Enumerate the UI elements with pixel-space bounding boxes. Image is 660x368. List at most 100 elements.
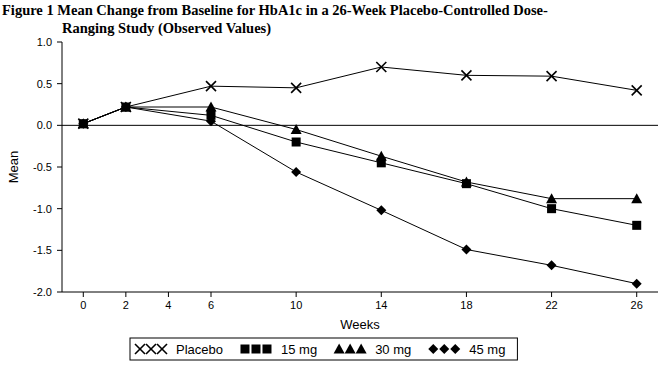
marker bbox=[461, 177, 472, 187]
legend-box bbox=[130, 338, 517, 360]
marker bbox=[79, 119, 88, 128]
marker bbox=[206, 102, 217, 112]
x-tick-label: 26 bbox=[631, 299, 643, 311]
y-tick-label: 0.0 bbox=[37, 119, 52, 131]
marker-stroke bbox=[206, 81, 216, 91]
legend-marker bbox=[262, 345, 271, 354]
legend-marker bbox=[356, 344, 367, 354]
marker-stroke bbox=[376, 62, 386, 72]
marker-stroke bbox=[157, 344, 167, 354]
x-tick bbox=[125, 292, 126, 297]
marker-stroke bbox=[157, 344, 167, 354]
marker bbox=[461, 70, 471, 80]
x-tick-label: 6 bbox=[208, 299, 214, 311]
legend-marker bbox=[345, 344, 356, 354]
x-tick-label: 10 bbox=[290, 299, 302, 311]
marker-stroke bbox=[547, 71, 557, 81]
y-tick bbox=[57, 250, 62, 251]
x-axis bbox=[62, 292, 658, 293]
y-tick bbox=[57, 42, 62, 43]
marker bbox=[121, 103, 130, 112]
marker-stroke bbox=[78, 119, 88, 129]
zero-line bbox=[62, 125, 658, 126]
y-tick-label: -1.0 bbox=[33, 203, 52, 215]
marker-stroke bbox=[135, 344, 145, 354]
marker bbox=[121, 102, 131, 112]
marker bbox=[291, 83, 301, 93]
marker bbox=[376, 151, 387, 161]
legend-marker bbox=[428, 344, 438, 354]
y-tick bbox=[57, 167, 62, 168]
series-line bbox=[83, 107, 636, 225]
x-tick bbox=[636, 292, 637, 297]
series-line bbox=[83, 107, 636, 284]
marker bbox=[547, 71, 557, 81]
legend-marker bbox=[146, 344, 156, 354]
marker-stroke bbox=[135, 344, 145, 354]
y-tick bbox=[57, 208, 62, 209]
title: Ranging Study (Observed Values) bbox=[62, 20, 271, 37]
marker-stroke bbox=[291, 83, 301, 93]
x-tick bbox=[381, 292, 382, 297]
x-tick-label: 18 bbox=[460, 299, 472, 311]
marker bbox=[546, 193, 557, 203]
marker bbox=[78, 119, 88, 129]
marker bbox=[461, 245, 471, 255]
marker bbox=[78, 119, 88, 129]
y-tick-label: 0.5 bbox=[37, 78, 52, 90]
marker bbox=[632, 221, 641, 230]
marker bbox=[631, 193, 642, 203]
x-tick bbox=[551, 292, 552, 297]
x-tick-label: 22 bbox=[545, 299, 557, 311]
marker bbox=[632, 85, 642, 95]
y-tick-label: -0.5 bbox=[33, 161, 52, 173]
x-tick bbox=[168, 292, 169, 297]
x-tick bbox=[296, 292, 297, 297]
marker bbox=[206, 81, 216, 91]
legend-label: 15 mg bbox=[281, 342, 317, 357]
legend-marker bbox=[240, 345, 249, 354]
marker-stroke bbox=[121, 102, 131, 112]
marker bbox=[206, 116, 216, 126]
marker bbox=[121, 102, 131, 112]
marker-stroke bbox=[291, 83, 301, 93]
x-tick-label: 2 bbox=[123, 299, 129, 311]
marker-stroke bbox=[632, 85, 642, 95]
x-axis-label: Weeks bbox=[340, 317, 380, 332]
legend-marker bbox=[334, 344, 345, 354]
y-tick-label: -2.0 bbox=[33, 286, 52, 298]
marker bbox=[547, 204, 556, 213]
series-line bbox=[83, 67, 636, 124]
y-tick bbox=[57, 125, 62, 126]
marker bbox=[547, 260, 557, 270]
legend-marker bbox=[251, 345, 260, 354]
legend-marker bbox=[135, 344, 145, 354]
legend-label: 45 mg bbox=[469, 342, 505, 357]
marker-stroke bbox=[121, 102, 131, 112]
x-tick bbox=[211, 292, 212, 297]
marker bbox=[376, 205, 386, 215]
marker-stroke bbox=[632, 85, 642, 95]
y-tick-label: 1.0 bbox=[37, 36, 52, 48]
marker-stroke bbox=[376, 62, 386, 72]
legend-label: Placebo bbox=[176, 342, 223, 357]
plot-area bbox=[78, 62, 642, 289]
y-axis-label: Mean bbox=[6, 151, 21, 184]
marker-stroke bbox=[547, 71, 557, 81]
marker bbox=[632, 279, 642, 289]
legend-marker bbox=[439, 344, 449, 354]
y-tick-label: -1.5 bbox=[33, 244, 52, 256]
x-tick bbox=[466, 292, 467, 297]
legend-marker bbox=[450, 344, 460, 354]
marker-stroke bbox=[146, 344, 156, 354]
y-tick bbox=[57, 83, 62, 84]
y-tick bbox=[57, 292, 62, 293]
marker-stroke bbox=[78, 119, 88, 129]
marker bbox=[376, 62, 386, 72]
legend-label: 30 mg bbox=[375, 342, 411, 357]
x-tick-label: 0 bbox=[80, 299, 86, 311]
series-line bbox=[83, 107, 636, 199]
marker-stroke bbox=[206, 81, 216, 91]
marker-stroke bbox=[146, 344, 156, 354]
marker bbox=[292, 138, 301, 147]
